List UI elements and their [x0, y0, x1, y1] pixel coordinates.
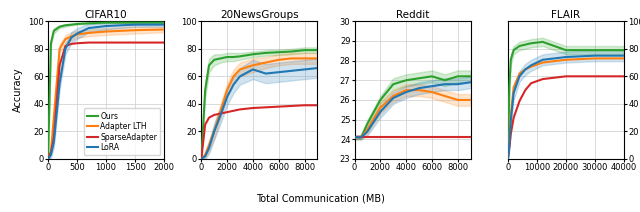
Adapter LTH: [85, 32, 93, 34]
LoRA: [131, 23, 139, 26]
Legend: Ours, Adapter LTH, SparseAdapter, LoRA: Ours, Adapter LTH, SparseAdapter, LoRA: [84, 109, 160, 155]
Adapter LTH: [67, 35, 75, 38]
SparseAdapter: [85, 41, 93, 44]
Adapter LTH: [160, 28, 168, 31]
Ours: [102, 21, 110, 24]
Ours: [50, 30, 58, 32]
Adapter LTH: [61, 38, 69, 40]
SparseAdapter: [56, 64, 63, 67]
Ours: [56, 25, 63, 28]
Adapter LTH: [56, 47, 63, 50]
Adapter LTH: [131, 29, 139, 31]
Line: LoRA: LoRA: [48, 25, 164, 159]
SparseAdapter: [44, 158, 52, 160]
Ours: [61, 24, 69, 27]
SparseAdapter: [50, 137, 58, 140]
SparseAdapter: [131, 41, 139, 44]
Title: Reddit: Reddit: [396, 10, 429, 20]
Adapter LTH: [44, 158, 52, 160]
Ours: [44, 158, 52, 160]
Ours: [131, 21, 139, 24]
LoRA: [73, 32, 81, 35]
Adapter LTH: [50, 116, 58, 119]
LoRA: [61, 47, 69, 50]
Ours: [67, 23, 75, 26]
LoRA: [102, 25, 110, 27]
Line: Adapter LTH: Adapter LTH: [48, 29, 164, 159]
Adapter LTH: [73, 33, 81, 36]
Line: Ours: Ours: [48, 22, 164, 159]
Title: FLAIR: FLAIR: [552, 10, 580, 20]
LoRA: [56, 82, 63, 84]
LoRA: [47, 153, 55, 156]
LoRA: [44, 158, 52, 160]
LoRA: [67, 36, 75, 39]
SparseAdapter: [102, 41, 110, 44]
Ours: [73, 23, 81, 25]
LoRA: [85, 27, 93, 29]
Adapter LTH: [102, 30, 110, 33]
Ours: [160, 21, 168, 24]
LoRA: [160, 23, 168, 26]
SparseAdapter: [73, 42, 81, 45]
SparseAdapter: [67, 43, 75, 45]
Ours: [85, 22, 93, 25]
Ours: [47, 42, 55, 45]
Line: SparseAdapter: SparseAdapter: [48, 43, 164, 159]
Adapter LTH: [47, 151, 55, 153]
Title: CIFAR10: CIFAR10: [84, 10, 127, 20]
SparseAdapter: [47, 151, 55, 153]
Title: 20NewsGroups: 20NewsGroups: [220, 10, 299, 20]
Y-axis label: Accuracy: Accuracy: [13, 68, 22, 112]
SparseAdapter: [61, 45, 69, 47]
LoRA: [50, 141, 58, 144]
Text: Total Communication (MB): Total Communication (MB): [255, 194, 385, 204]
SparseAdapter: [160, 41, 168, 44]
